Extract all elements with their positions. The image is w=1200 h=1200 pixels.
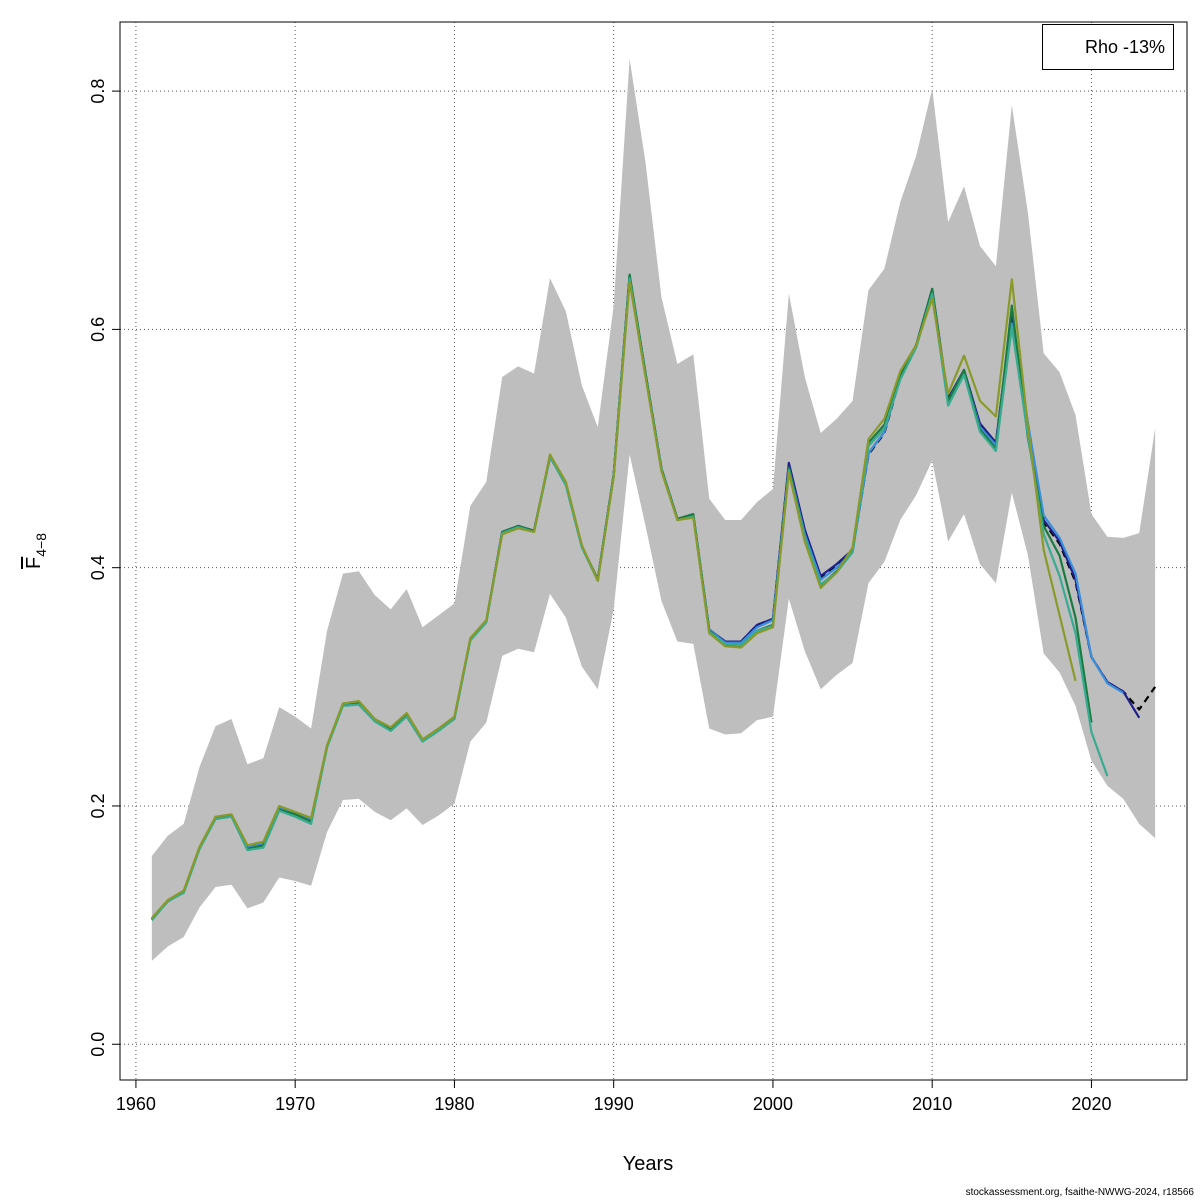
y-tick-label-group: 0.8 xyxy=(88,79,108,104)
y-tick-label-group: 0.6 xyxy=(88,317,108,342)
x-tick-label: 1970 xyxy=(275,1094,315,1114)
x-tick-label: 1980 xyxy=(434,1094,474,1114)
x-tick-label: 1960 xyxy=(116,1094,156,1114)
series-lines-group xyxy=(151,273,1157,922)
x-tick-label: 2020 xyxy=(1071,1094,1111,1114)
svg-text:F4−8: F4−8 xyxy=(23,533,49,569)
y-tick-label-group: 0.0 xyxy=(88,1032,108,1057)
y-tick-label: 0.6 xyxy=(88,317,108,342)
y-tick-label: 0.4 xyxy=(88,555,108,580)
y-tick-label: 0.2 xyxy=(88,793,108,818)
y-tick-label: 0.8 xyxy=(88,79,108,104)
series-line-5 xyxy=(151,277,1109,922)
y-tick-label: 0.0 xyxy=(88,1032,108,1057)
y-axis-title: F4−8 xyxy=(23,533,49,569)
x-tick-label: 1990 xyxy=(594,1094,634,1114)
y-axis-title-main: F xyxy=(23,557,45,569)
x-axis-title: Years xyxy=(623,1153,673,1175)
x-axis: 1960 1970 1980 1990 2000 2010 2020 xyxy=(116,1079,1111,1114)
confidence-band xyxy=(151,58,1156,961)
footer-credit: stockassessment.org, fsaithe-NWWG-2024, … xyxy=(965,1187,1194,1198)
y-axis: 0.0 0.2 0.4 0.6 0.8 xyxy=(88,79,121,1057)
confidence-band-group xyxy=(151,58,1156,961)
series-line-6 xyxy=(151,278,1077,919)
y-tick-label-group: 0.2 xyxy=(88,793,108,818)
x-tick-label: 2010 xyxy=(912,1094,952,1114)
y-tick-label-group: 0.4 xyxy=(88,555,108,580)
legend-text: Rho -13% xyxy=(1084,36,1165,57)
y-axis-title-sub: 4−8 xyxy=(33,533,49,557)
legend-box: Rho -13% xyxy=(1042,24,1174,70)
x-tick-label: 2000 xyxy=(753,1094,793,1114)
